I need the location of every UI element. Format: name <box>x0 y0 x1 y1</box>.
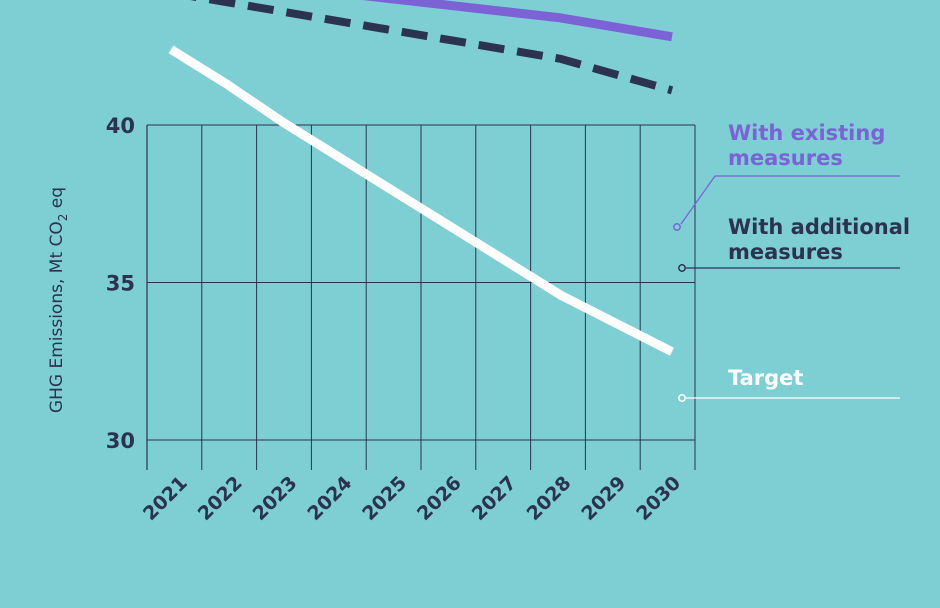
series-line-with-additional-measures <box>190 0 674 95</box>
x-tick-label-2024: 2024 <box>303 472 356 525</box>
legend-marker-with-additional-measures <box>678 264 686 272</box>
x-tick-label-2022: 2022 <box>194 472 247 525</box>
series-line-target <box>168 45 675 356</box>
series-line-with-existing-measures <box>362 0 673 42</box>
x-tick-labels: 2021 2022 2023 2024 2025 2026 2027 2028 2029 2030 <box>139 472 685 525</box>
x-tick-label-2027: 2027 <box>468 472 521 525</box>
x-tick-label-2025: 2025 <box>358 472 411 525</box>
y-tick-label-35: 35 <box>106 272 135 296</box>
y-tick-label-40: 40 <box>106 114 135 138</box>
legend-label-target: Target <box>728 366 803 390</box>
legend-label-line: Target <box>728 366 803 390</box>
series-lines <box>168 0 675 356</box>
legend-label-with-additional-measures: With additional measures <box>728 215 910 264</box>
x-tick-label-2028: 2028 <box>523 472 576 525</box>
legend-label-with-existing-measures: With existing measures <box>728 121 885 170</box>
legend-label-line: measures <box>728 146 843 170</box>
legend-leader-with-existing-measures <box>680 175 900 225</box>
legend-label-line: With additional <box>728 215 910 239</box>
grid <box>147 124 696 470</box>
y-axis-label: GHG Emissions, Mt CO2 eq <box>47 187 70 413</box>
legend-marker-with-existing-measures <box>673 223 681 231</box>
legend-label-line: With existing <box>728 121 885 145</box>
x-tick-label-2030: 2030 <box>632 472 685 525</box>
legend-marker-target <box>678 394 686 402</box>
y-tick-labels: 3035404550 <box>106 114 135 453</box>
legend-label-line: measures <box>728 240 843 264</box>
x-tick-label-2021: 2021 <box>139 472 192 525</box>
x-tick-label-2023: 2023 <box>249 472 302 525</box>
x-tick-label-2029: 2029 <box>577 472 630 525</box>
x-tick-label-2026: 2026 <box>413 472 466 525</box>
y-tick-label-30: 30 <box>106 429 135 453</box>
